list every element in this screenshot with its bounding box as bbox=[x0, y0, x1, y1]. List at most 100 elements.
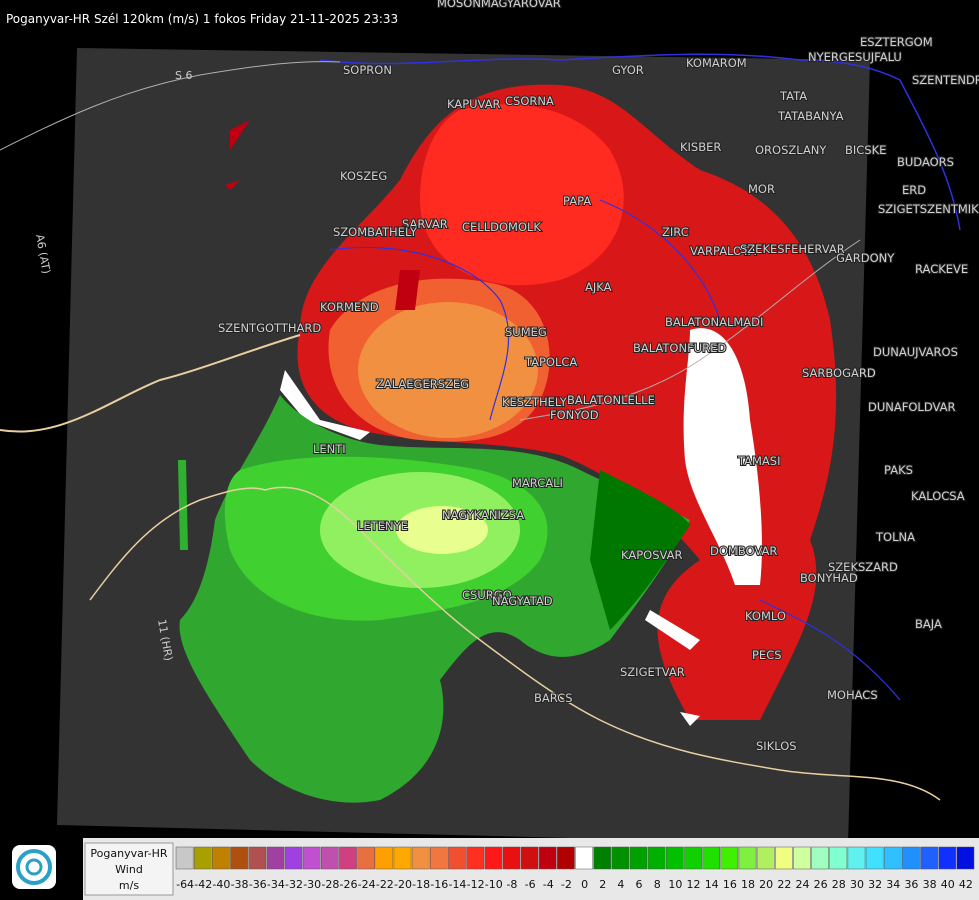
place-label: SZIGETVAR bbox=[620, 665, 685, 679]
legend-value: 40 bbox=[941, 878, 955, 891]
place-label: OROSZLANY bbox=[755, 143, 827, 157]
place-label: BALATONFURED bbox=[633, 341, 726, 355]
legend-color bbox=[647, 846, 666, 870]
legend-color bbox=[284, 846, 303, 870]
road bbox=[0, 61, 861, 421]
legend-color bbox=[375, 846, 394, 870]
logo-ring bbox=[16, 849, 52, 885]
legend-quantity: Wind bbox=[115, 863, 143, 876]
place-label: MOR bbox=[748, 182, 775, 196]
legend-value: -32 bbox=[285, 878, 303, 891]
place-label: NYERGESUJFALU bbox=[808, 50, 902, 64]
place-label: DUNAUJVAROS bbox=[873, 345, 958, 359]
echo-red-spots bbox=[225, 120, 420, 310]
legend-color bbox=[321, 846, 339, 870]
legend-value: 34 bbox=[886, 878, 900, 891]
legend-color bbox=[720, 846, 739, 870]
legend-color bbox=[502, 846, 521, 870]
legend-value: -28 bbox=[321, 878, 339, 891]
legend-color bbox=[429, 846, 448, 870]
legend-value: 14 bbox=[705, 878, 719, 891]
legend-color bbox=[738, 846, 757, 870]
legend-value: -38 bbox=[231, 878, 249, 891]
legend-value: -4 bbox=[543, 878, 554, 891]
legend-color bbox=[411, 846, 430, 870]
place-label: KOSZEG bbox=[340, 169, 387, 183]
legend-value: -16 bbox=[430, 878, 448, 891]
legend-value: -34 bbox=[267, 878, 285, 891]
legend-value: 16 bbox=[723, 878, 737, 891]
place-label: DUNAFOLDVAR bbox=[868, 400, 955, 414]
place-label: PECS bbox=[752, 648, 782, 662]
place-label: TAPOLCA bbox=[524, 355, 577, 369]
echo-red bbox=[297, 84, 837, 721]
legend-color bbox=[393, 846, 412, 870]
place-label: AJKA bbox=[585, 280, 612, 294]
legend-color bbox=[557, 846, 575, 870]
legend-scale: -64 -42 -40 -38 -36 -34 -32 -30 -28 -26 -24 -22 -20-… bbox=[175, 846, 975, 891]
echo-green-strip bbox=[178, 460, 188, 550]
legend-value: -64 bbox=[176, 878, 194, 891]
legend-color bbox=[175, 846, 194, 870]
place-label: KISBER bbox=[680, 140, 721, 154]
legend-color bbox=[230, 846, 248, 870]
legend-value: 38 bbox=[923, 878, 937, 891]
place-label: TAMASI bbox=[737, 454, 780, 468]
place-label: KALOCSA bbox=[911, 489, 965, 503]
place-label: KOMLO bbox=[745, 609, 786, 623]
legend-value: -42 bbox=[194, 878, 212, 891]
place-label: KOMAROM bbox=[686, 56, 747, 70]
legend-color bbox=[212, 846, 230, 870]
legend-value: 4 bbox=[617, 878, 624, 891]
legend-value: 24 bbox=[795, 878, 809, 891]
place-label: ZALAEGERSZEG bbox=[376, 377, 469, 391]
legend-color bbox=[902, 846, 920, 870]
legend-color bbox=[793, 846, 811, 870]
legend-value: 12 bbox=[687, 878, 701, 891]
place-label: SOPRON bbox=[343, 63, 392, 77]
legend-color bbox=[811, 846, 829, 870]
legend-color bbox=[883, 846, 902, 870]
legend-value: -2 bbox=[561, 878, 572, 891]
place-label: SZEKESFEHERVAR bbox=[740, 242, 845, 256]
legend-color bbox=[448, 846, 466, 870]
legend-value: -12 bbox=[467, 878, 485, 891]
legend-station-box bbox=[84, 842, 174, 896]
echo-zero bbox=[683, 328, 762, 585]
logo-core bbox=[25, 858, 43, 876]
place-label: CSURGO bbox=[462, 588, 512, 602]
place-label: SZIGETSZENTMIKLOS bbox=[878, 202, 979, 216]
legend-color bbox=[484, 846, 503, 870]
legend-value: -20 bbox=[394, 878, 412, 891]
place-label: SZENTENDRE bbox=[912, 73, 979, 87]
place-label: SUMEG bbox=[505, 325, 547, 339]
legend-value: -14 bbox=[448, 878, 466, 891]
legend-value: -40 bbox=[212, 878, 230, 891]
place-label: TATA bbox=[779, 89, 807, 103]
place-label: NAGYATAD bbox=[492, 594, 553, 608]
legend-value: 26 bbox=[814, 878, 828, 891]
place-label: BICSKE bbox=[845, 143, 886, 157]
country-border bbox=[0, 334, 301, 433]
legend-color bbox=[611, 846, 630, 870]
legend-value: 30 bbox=[850, 878, 864, 891]
legend-color bbox=[666, 846, 684, 870]
place-label: KAPUVAR bbox=[447, 97, 501, 111]
legend-color bbox=[575, 846, 593, 870]
place-label: BALATONALMADI bbox=[665, 315, 763, 329]
place-label: CSORNA bbox=[505, 94, 554, 108]
legend-value: 8 bbox=[654, 878, 661, 891]
legend-color bbox=[865, 846, 884, 870]
road-label: S 6 bbox=[175, 69, 192, 82]
country-border-west bbox=[89, 487, 266, 601]
place-label: TOLNA bbox=[875, 530, 915, 544]
legend-value: 20 bbox=[759, 878, 773, 891]
place-label: FONYOD bbox=[550, 408, 599, 422]
place-label: BALATONLELLE bbox=[567, 393, 655, 407]
county-border bbox=[319, 53, 961, 231]
legend-value: -18 bbox=[412, 878, 430, 891]
legend-color bbox=[775, 846, 793, 870]
place-label: SARBOGARD bbox=[802, 366, 876, 380]
legend-color bbox=[302, 846, 321, 870]
